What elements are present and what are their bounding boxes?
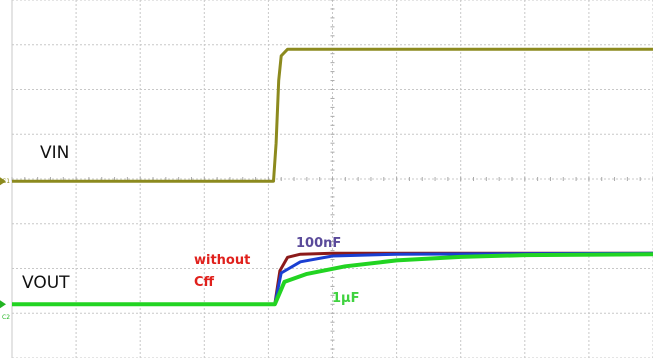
labels: VIN VOUT C1 C2 without Cff 100nF 1µF: [2, 143, 360, 321]
annotation-100nf: 100nF: [296, 236, 341, 251]
traces: [0, 47, 653, 309]
annotation-1uf: 1µF: [332, 291, 360, 306]
ch1-marker: C1: [2, 178, 10, 185]
trace-vin: [12, 47, 653, 183]
ch2-marker-icon: [0, 300, 6, 309]
ch2-marker: C2: [2, 314, 10, 321]
ch1-marker-icon: [0, 177, 6, 186]
annotation-cff: Cff: [194, 275, 215, 290]
annotation-without: without: [194, 253, 250, 268]
vin-label: VIN: [40, 143, 69, 163]
trace-1-f: [12, 252, 653, 307]
grid: [11, 0, 653, 358]
vout-label: VOUT: [22, 273, 70, 293]
